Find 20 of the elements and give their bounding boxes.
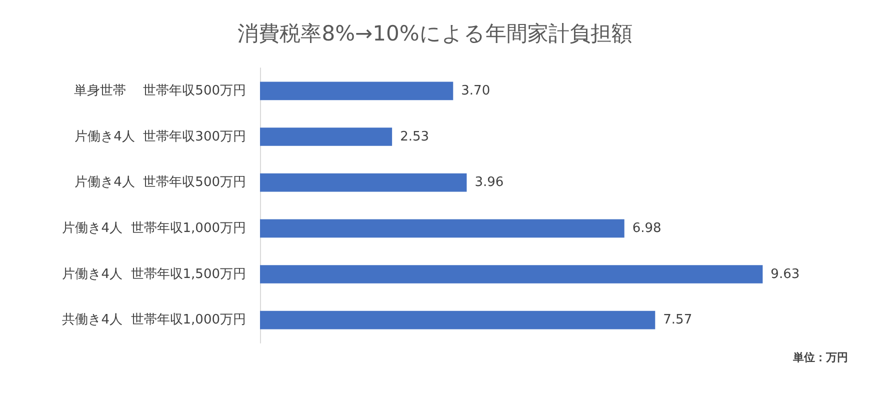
data-label: 7.57 — [663, 312, 692, 328]
data-label: 2.53 — [400, 129, 430, 144]
data-label: 9.63 — [770, 266, 800, 282]
bar — [260, 310, 656, 330]
bar — [260, 173, 467, 192]
y-tick-label: 共働き4人 世帯年収1,000万円 — [62, 312, 246, 328]
bar — [260, 82, 454, 100]
bar — [260, 128, 392, 146]
data-label: 3.70 — [461, 83, 490, 98]
data-label: 3.96 — [474, 175, 504, 190]
data-label: 6.98 — [632, 220, 662, 236]
y-tick-label: 片働き4人 世帯年収300万円 — [74, 129, 246, 144]
y-tick-label: 単身世帯 世帯年収500万円 — [74, 83, 246, 98]
bar — [260, 265, 763, 284]
text: 単位：万円 — [792, 351, 848, 364]
chart-title: 消費税率8%→10%による年間家計負担額 — [238, 22, 632, 46]
y-tick-label: 片働き4人 世帯年収500万円 — [74, 175, 246, 190]
y-tick-label: 片働き4人 世帯年収1,500万円 — [62, 266, 246, 282]
bar — [260, 219, 624, 238]
y-tick-label: 片働き4人 世帯年収1,000万円 — [62, 220, 246, 236]
